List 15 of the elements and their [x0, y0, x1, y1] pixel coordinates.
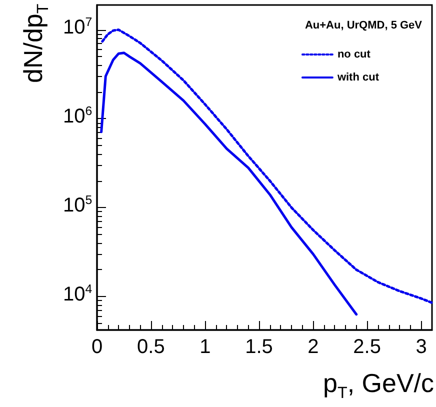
x-tick-label: 1	[200, 336, 211, 358]
x-tick-label: 3	[416, 336, 427, 358]
x-tick-label: 0.5	[137, 336, 165, 358]
x-tick-label: 2	[308, 336, 319, 358]
y-tick-label: 10$^{7}$	[63, 14, 92, 38]
x-tick-label: 1.5	[245, 336, 273, 358]
x-tick-label: 2.5	[353, 336, 381, 358]
y-tick-label: 10$^{5}$	[63, 192, 92, 216]
x-axis-title: p$_{T}$, GeV/c	[323, 368, 434, 402]
y-tick-label: 10$^{4}$	[63, 282, 92, 306]
legend-label: with cut	[336, 72, 380, 84]
legend-title: Au+Au, UrQMD, 5 GeV	[304, 20, 423, 32]
y-tick-label: 10$^{6}$	[63, 104, 92, 128]
legend-label: no cut	[337, 48, 371, 60]
x-tick-label: 0	[92, 336, 103, 358]
